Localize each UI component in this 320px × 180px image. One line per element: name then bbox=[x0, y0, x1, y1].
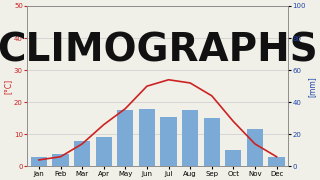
Bar bbox=[117, 110, 133, 166]
Bar bbox=[96, 138, 112, 166]
Bar bbox=[31, 157, 47, 166]
Bar bbox=[268, 157, 285, 166]
Y-axis label: [°C]: [°C] bbox=[4, 79, 12, 94]
Bar bbox=[204, 118, 220, 166]
Y-axis label: [mm]: [mm] bbox=[308, 76, 316, 96]
Bar bbox=[247, 129, 263, 166]
Bar bbox=[225, 150, 242, 166]
Bar bbox=[74, 141, 90, 166]
Text: CLIMOGRAPHS: CLIMOGRAPHS bbox=[0, 32, 318, 70]
Bar bbox=[52, 154, 68, 166]
Bar bbox=[139, 109, 155, 166]
Bar bbox=[182, 110, 198, 166]
Bar bbox=[160, 117, 177, 166]
